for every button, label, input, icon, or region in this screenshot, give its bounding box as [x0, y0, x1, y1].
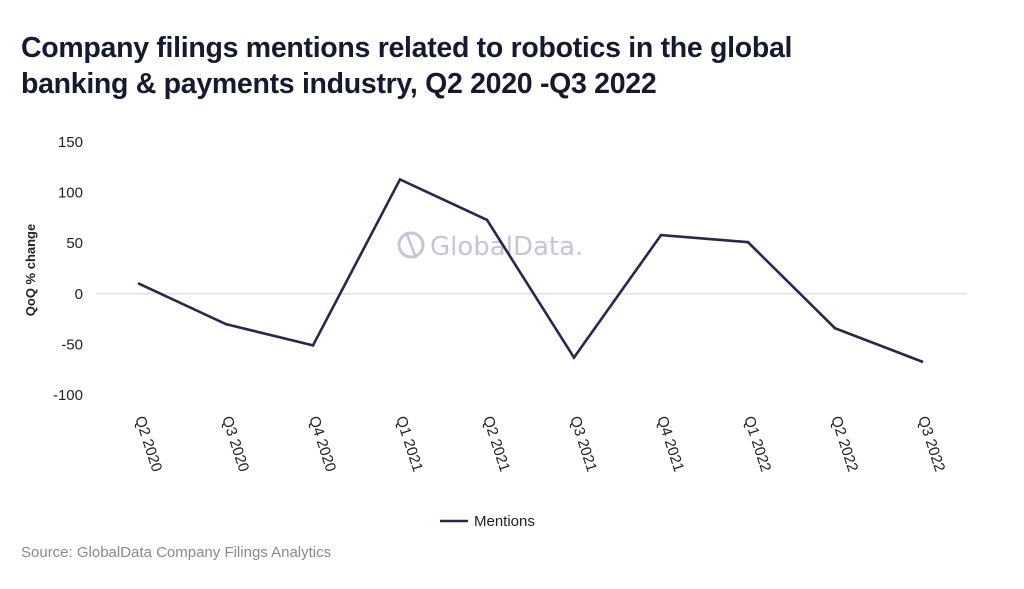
data-point-q4-2020: [311, 344, 315, 347]
x-tick-label: Q3 2021: [566, 414, 600, 474]
x-axis-ticks: Q2 2020 Q3 2020 Q4 2020 Q1 2021 Q2 2021 Q3 20…: [131, 414, 948, 474]
legend: Mentions: [440, 513, 535, 530]
x-tick-label: Q3 2022: [914, 414, 948, 474]
data-point-q1-2022: [746, 240, 750, 244]
data-point-q3-2020: [224, 322, 228, 326]
x-tick-label: Q1 2022: [740, 414, 774, 474]
legend-label-mentions: Mentions: [474, 513, 535, 530]
y-tick-label: -100: [53, 387, 83, 404]
data-point-q2-2021: [485, 218, 489, 222]
x-tick-label: Q1 2021: [392, 414, 426, 474]
x-tick-label: Q2 2021: [479, 414, 513, 474]
y-tick-label: 0: [75, 286, 83, 303]
y-tick-label: -50: [61, 336, 83, 353]
watermark: GlobalData.: [397, 231, 583, 262]
data-point-q1-2021: [398, 178, 402, 181]
globaldata-logo-icon: [397, 231, 425, 259]
x-tick-label: Q2 2020: [131, 414, 165, 474]
data-point-q4-2021: [659, 233, 663, 237]
watermark-text: GlobalData.: [430, 232, 583, 262]
x-tick-label: Q4 2021: [653, 414, 687, 474]
x-tick-label: Q2 2022: [827, 414, 861, 474]
data-points: [137, 178, 924, 363]
y-tick-label: 50: [66, 235, 83, 252]
y-axis-label: QoQ % change: [23, 224, 38, 316]
data-point-q2-2020: [137, 282, 141, 285]
data-point-q3-2022: [920, 360, 924, 363]
x-tick-label: Q3 2020: [218, 414, 252, 474]
x-tick-label: Q4 2020: [305, 414, 339, 474]
data-point-q3-2021: [572, 356, 576, 359]
chart-title: Company filings mentions related to robo…: [21, 32, 793, 100]
y-axis-ticks: 150 100 50 0 -50 -100: [53, 134, 83, 404]
y-tick-label: 150: [58, 134, 83, 151]
data-point-q2-2022: [833, 326, 837, 330]
source-note: Source: GlobalData Company Filings Analy…: [21, 544, 332, 561]
y-tick-label: 100: [58, 185, 83, 202]
series-line-mentions: [138, 177, 923, 363]
